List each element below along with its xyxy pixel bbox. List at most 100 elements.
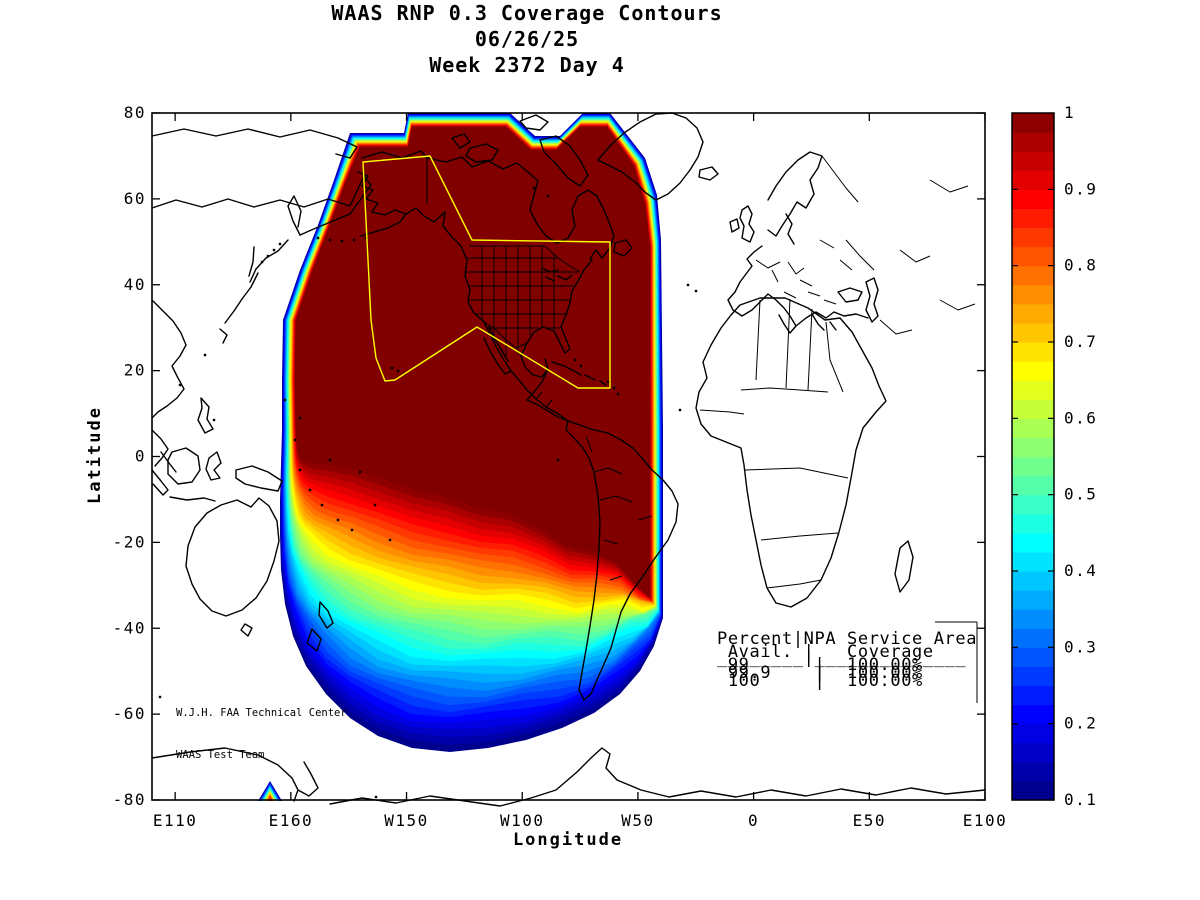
coastline-europe-coast bbox=[727, 245, 869, 334]
table-underline-row: ________|______________ bbox=[717, 648, 967, 668]
colorbar-cell bbox=[1012, 151, 1054, 171]
island-dot bbox=[678, 408, 682, 412]
colorbar-cell bbox=[1012, 723, 1054, 744]
island-dot bbox=[178, 383, 182, 387]
island-dot bbox=[340, 239, 344, 243]
credit-line-1: W.J.H. FAA Technical Center bbox=[176, 707, 347, 719]
island-dot bbox=[272, 248, 276, 252]
coastline-chukotka-siberia bbox=[151, 175, 372, 236]
colorbar-cell bbox=[1012, 475, 1054, 496]
island-dot bbox=[278, 242, 282, 246]
island-dot bbox=[374, 795, 378, 799]
border-us-mexico-border bbox=[483, 321, 528, 349]
island-dot bbox=[203, 353, 207, 357]
coastline-new-guinea bbox=[235, 465, 283, 492]
table-row: 99.9 | 100.00% bbox=[717, 663, 923, 683]
y-tick-label: 60 bbox=[124, 189, 146, 208]
colorbar-cell bbox=[1012, 380, 1054, 400]
colorbar-tick-label: 1 bbox=[1064, 103, 1075, 122]
title-line-1: WAAS RNP 0.3 Coverage Contours bbox=[331, 1, 723, 25]
colorbar-cell bbox=[1012, 208, 1054, 229]
border-south-america-borders bbox=[585, 435, 653, 581]
island-dot bbox=[556, 458, 560, 462]
coastline-sulawesi bbox=[205, 451, 222, 481]
coastline-new-zealand bbox=[306, 601, 334, 652]
colorbar-cell bbox=[1012, 342, 1054, 362]
colorbar-tick-label: 0.8 bbox=[1064, 256, 1097, 275]
contour-core bbox=[295, 127, 650, 598]
border-canada-us-border bbox=[469, 245, 581, 273]
coastline-hudson-bay-canada bbox=[527, 171, 615, 261]
island-dot bbox=[352, 238, 356, 242]
x-tick-label: 0 bbox=[748, 811, 759, 830]
island-dot bbox=[298, 468, 302, 472]
island-dot bbox=[532, 186, 536, 190]
coastline-south-america bbox=[565, 420, 679, 701]
island-dot bbox=[573, 358, 577, 362]
colorbar-cell bbox=[1012, 303, 1054, 324]
coastline-caribbean-islands bbox=[551, 361, 607, 386]
coastline-china-coast bbox=[151, 299, 187, 419]
antarctic-coverage-spot bbox=[258, 781, 282, 801]
island-dot bbox=[350, 528, 354, 532]
colorbar-cell bbox=[1012, 666, 1054, 687]
coastline-greenland bbox=[597, 112, 704, 201]
credit-annotation: W.J.H. FAA Technical Center WAAS Test Te… bbox=[176, 678, 347, 790]
colorbar-cell bbox=[1012, 742, 1054, 763]
border-central-america-borders bbox=[535, 391, 553, 408]
coastline-australia bbox=[185, 497, 280, 617]
colorbar-cell bbox=[1012, 284, 1054, 305]
border-africa-borders bbox=[699, 298, 849, 589]
table-header-row: Percent|NPA Service Area bbox=[717, 629, 978, 649]
island-dot bbox=[260, 260, 264, 264]
island-dot bbox=[616, 392, 620, 396]
colorbar-cell bbox=[1012, 647, 1054, 668]
colorbar-cell bbox=[1012, 399, 1054, 419]
coastline-gulf-east-coast bbox=[520, 259, 593, 422]
coastline-antarctica-west bbox=[151, 747, 319, 802]
colorbar-border bbox=[1011, 112, 1055, 801]
y-tick-label: 0 bbox=[135, 447, 146, 466]
coastline-iceland bbox=[698, 166, 719, 181]
coastline-japan bbox=[219, 272, 259, 344]
axis-tick-labels: E110 E160 W150 W100 W50 0 E50 E100 80 60 40 20 0 -20 -… bbox=[113, 103, 1006, 830]
colorbar-cell bbox=[1012, 189, 1054, 210]
y-axis-label: Latitude bbox=[85, 406, 105, 504]
colorbar-cell bbox=[1012, 418, 1054, 439]
coastline-canadian-arctic-islands bbox=[451, 114, 589, 187]
colorbar-tick-label: 0.7 bbox=[1064, 332, 1097, 351]
y-tick-label: 20 bbox=[124, 361, 146, 380]
island-dot bbox=[283, 398, 287, 402]
colorbar-cell bbox=[1012, 685, 1054, 706]
coastline-north-america-arctic bbox=[361, 150, 529, 173]
coastline-scandinavia bbox=[767, 151, 823, 245]
coastlines bbox=[151, 112, 986, 807]
island-dot bbox=[694, 289, 698, 293]
colorbar-cell bbox=[1012, 494, 1054, 515]
coastline-indochina bbox=[151, 429, 177, 473]
coastline-borneo bbox=[167, 447, 201, 485]
table-row: 99 | 100.00% bbox=[717, 655, 923, 675]
coastline-uk-ireland bbox=[729, 205, 755, 243]
colorbar-cell bbox=[1012, 361, 1054, 381]
coastline-java-sumatra bbox=[151, 469, 216, 502]
coastline-tasmania bbox=[240, 623, 253, 637]
colorbar-cell bbox=[1012, 571, 1054, 591]
island-dot bbox=[358, 470, 362, 474]
colorbar-cell bbox=[1012, 437, 1054, 458]
colorbar-cell bbox=[1012, 590, 1054, 610]
border-europe-borders bbox=[755, 239, 853, 305]
island-dot bbox=[396, 369, 400, 373]
table-subheader-row: Avail. | Coverage bbox=[717, 642, 934, 662]
colorbar-tick-label: 0.5 bbox=[1064, 485, 1097, 504]
island-dot bbox=[320, 503, 324, 507]
island-dot bbox=[212, 418, 216, 422]
coastline-antarctica-east bbox=[329, 747, 986, 807]
colorbar-cell bbox=[1012, 246, 1054, 267]
island-dot bbox=[316, 236, 320, 240]
colorbar-cell bbox=[1012, 170, 1054, 190]
colorbar-cell bbox=[1012, 265, 1054, 286]
island-dot bbox=[686, 283, 690, 287]
colorbar-cell bbox=[1012, 780, 1054, 801]
